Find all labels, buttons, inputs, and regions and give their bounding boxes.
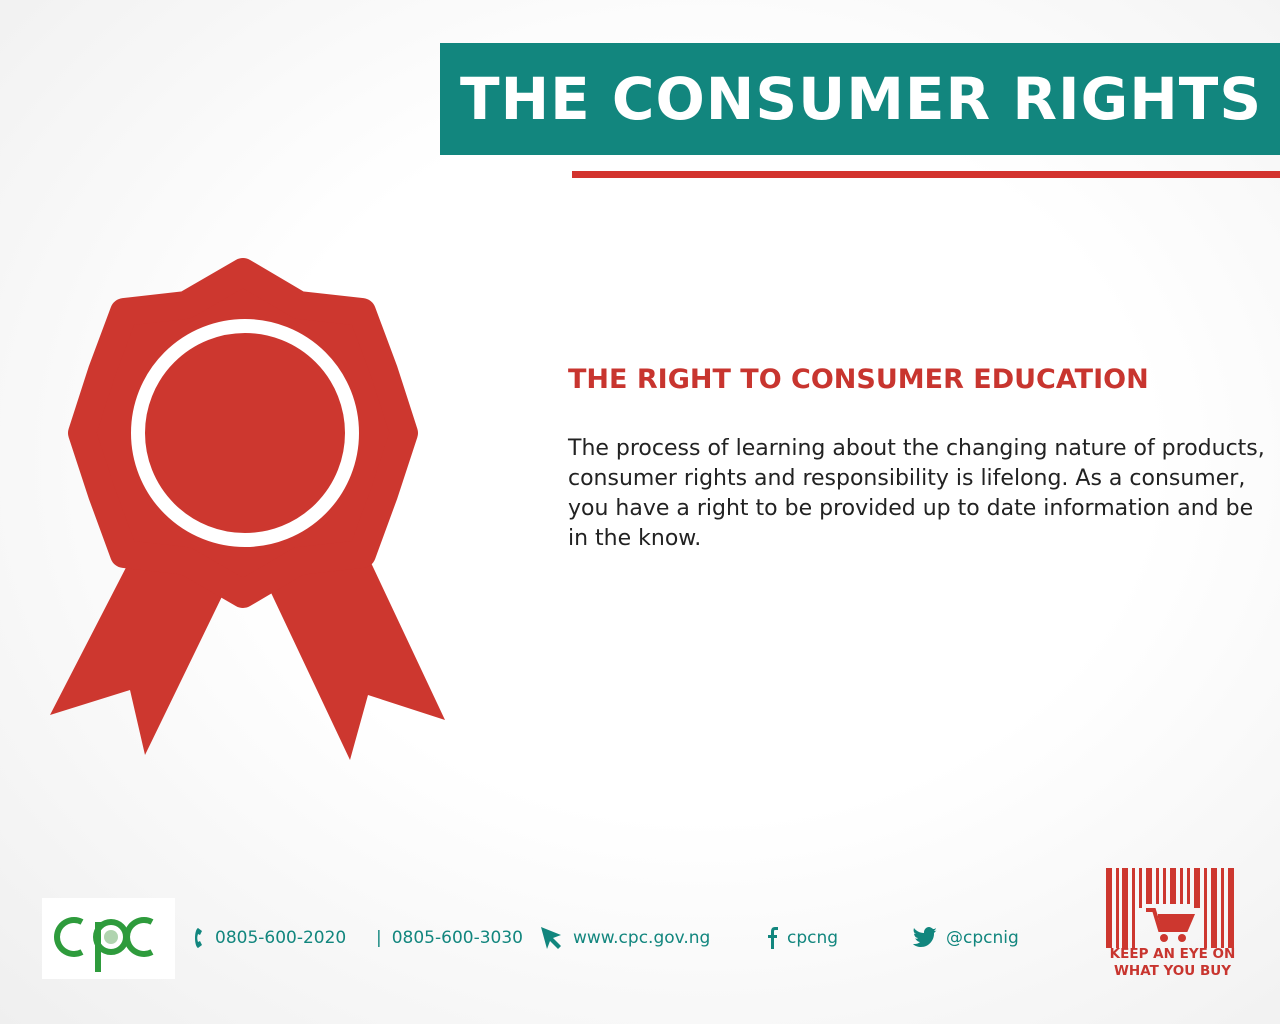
title-banner: THE CONSUMER RIGHTS [440,43,1280,155]
facebook-link[interactable]: cpcng [767,924,838,952]
phone-number-2: 0805-600-3030 [391,928,523,948]
award-ribbon-icon [50,258,445,760]
cursor-icon [541,927,561,949]
twitter-icon [913,927,937,947]
twitter-handle: @cpcnig [946,928,1019,948]
phone-contact-2[interactable]: | 0805-600-3030 [376,924,523,952]
facebook-handle: cpcng [787,928,839,948]
shopping-cart-icon [1146,908,1196,942]
tagline-line-1: KEEP AN EYE ON [1109,946,1236,962]
page-title: THE CONSUMER RIGHTS [460,65,1263,133]
website-url: www.cpc.gov.ng [573,928,711,948]
tagline: KEEP AN EYE ON WHAT YOU BUY [1100,946,1245,980]
cpc-logo [42,898,175,979]
facebook-icon [768,927,778,949]
phone-icon [195,928,202,948]
barcode-icon [1106,868,1234,948]
website-link[interactable]: www.cpc.gov.ng [539,924,710,952]
twitter-link[interactable]: @cpcnig [912,924,1019,952]
phone-number-1: 0805-600-2020 [215,928,347,948]
right-description: The process of learning about the changi… [568,436,1265,551]
right-heading: THE RIGHT TO CONSUMER EDUCATION [568,364,1149,395]
title-underline [572,171,1280,178]
separator: | [376,928,382,948]
phone-contact[interactable]: 0805-600-2020 [193,924,346,952]
tagline-line-2: WHAT YOU BUY [1114,963,1231,979]
